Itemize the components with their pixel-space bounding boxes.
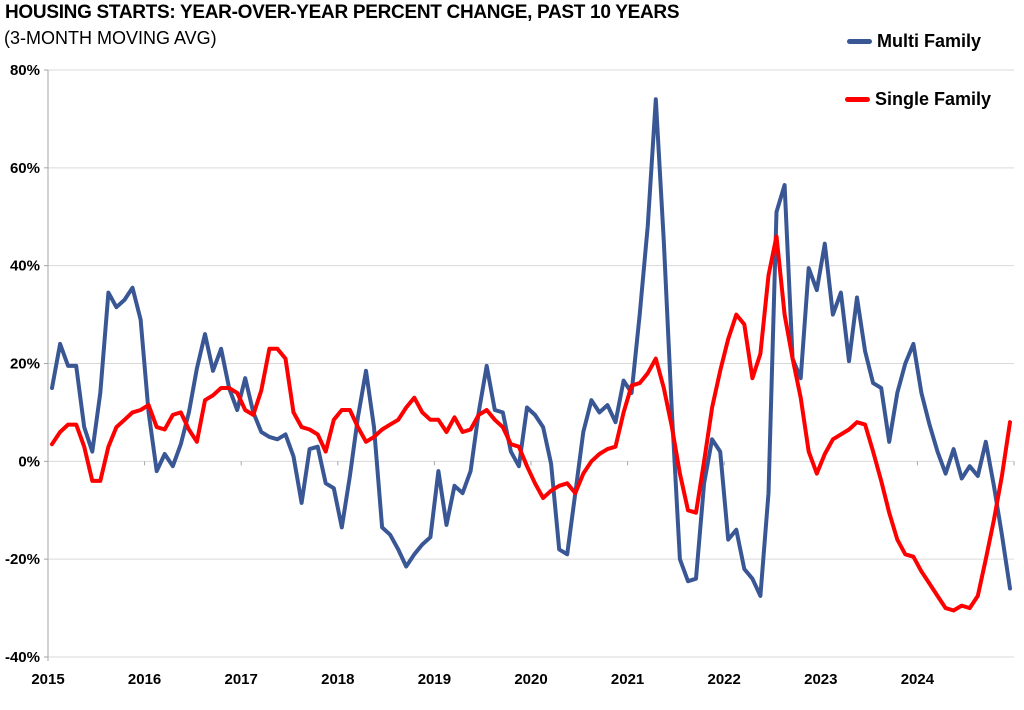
x-axis-label: 2019 [418, 671, 451, 688]
y-axis-label: 60% [10, 160, 40, 177]
y-axis-label: -40% [5, 649, 40, 666]
multi-family-line [50, 97, 1012, 598]
chart-title: HOUSING STARTS: YEAR-OVER-YEAR PERCENT C… [5, 2, 680, 23]
y-axis-label: 80% [10, 62, 40, 79]
y-axis-label: 40% [10, 258, 40, 275]
chart-subtitle: (3-MONTH MOVING AVG) [4, 28, 217, 48]
x-axis-label: 2020 [514, 671, 547, 688]
y-axis-label: -20% [5, 551, 40, 568]
x-axis-label: 2018 [321, 671, 354, 688]
y-axis-label: 20% [10, 356, 40, 373]
y-axis-label: 0% [18, 453, 40, 470]
legend-label-multi-family: Multi Family [877, 31, 982, 51]
x-axis-label: 2023 [804, 671, 837, 688]
multi-family-line-swatch [847, 39, 872, 44]
legend-label-single-family: Single Family [875, 89, 992, 109]
x-axis-label: 2022 [708, 671, 741, 688]
legend-item-single-family: Single Family [845, 89, 991, 110]
x-axis-label: 2016 [128, 671, 161, 688]
x-axis-label: 2017 [225, 671, 258, 688]
x-axis-label: 2024 [901, 671, 935, 688]
single-family-line-swatch [845, 97, 870, 102]
legend-item-multi-family: Multi Family [847, 31, 981, 52]
x-axis-label: 2015 [31, 671, 64, 688]
single-family-line [50, 234, 1012, 613]
x-axis-label: 2021 [611, 671, 644, 688]
